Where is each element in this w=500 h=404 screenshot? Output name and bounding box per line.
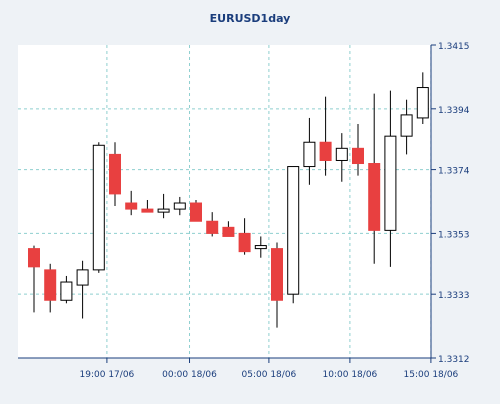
- candle: [206, 212, 219, 237]
- candle-body-bullish: [416, 87, 429, 119]
- axis-layer: [18, 45, 432, 359]
- candle: [287, 166, 300, 304]
- candle: [303, 117, 316, 185]
- candle: [335, 133, 348, 182]
- candle: [271, 242, 283, 328]
- candle-body-bearish: [125, 202, 138, 210]
- candle: [319, 96, 332, 176]
- candle: [238, 218, 251, 255]
- candle: [222, 221, 235, 237]
- candle-body-bullish: [92, 144, 105, 271]
- candle-body-bullish: [157, 208, 170, 213]
- x-tick-label: 00:00 18/06: [162, 370, 217, 380]
- candle-body-bearish: [190, 202, 202, 222]
- candle-body-bullish: [335, 147, 348, 161]
- candle: [44, 263, 57, 313]
- candle-body-bearish: [368, 163, 381, 231]
- candle-body-bullish: [76, 269, 89, 286]
- candle-body-bullish: [254, 245, 267, 250]
- candle-body-bearish: [319, 141, 332, 161]
- candle-body-bearish: [206, 220, 219, 234]
- candle: [109, 142, 121, 207]
- candle-body-bearish: [352, 147, 364, 165]
- candle-body-bearish: [28, 248, 40, 268]
- candle-body-bearish: [222, 226, 235, 237]
- x-tick-label: 19:00 17/06: [80, 370, 135, 380]
- candle: [368, 93, 381, 264]
- candle: [254, 236, 267, 258]
- candle-body-bearish: [44, 269, 57, 301]
- candle-body-bullish: [60, 281, 73, 301]
- candle: [416, 72, 429, 125]
- candle: [400, 99, 413, 155]
- candle: [125, 190, 138, 216]
- y-tick-label: 1.3415: [438, 42, 470, 52]
- candle: [173, 196, 186, 216]
- candle-body-bullish: [400, 114, 413, 137]
- candle-body-bullish: [303, 141, 316, 168]
- y-tick-layer: 1.3415 1.3394 1.3374 1.3353 1.3333 1.3312: [431, 42, 470, 365]
- candle: [190, 199, 202, 222]
- x-tick-layer: 19:00 17/06 00:00 18/06 05:00 18/06 10:00 1…: [80, 358, 459, 380]
- plot-area: [18, 45, 431, 358]
- candle-layer: [28, 72, 429, 328]
- candle: [157, 193, 170, 219]
- candle: [92, 142, 105, 273]
- candle-body-bearish: [271, 248, 283, 301]
- candle-body-bullish: [173, 202, 186, 210]
- candle-body-bearish: [238, 232, 251, 253]
- y-tick-label: 1.3374: [438, 167, 470, 177]
- x-tick-label: 10:00 18/06: [323, 370, 378, 380]
- candle: [141, 199, 154, 213]
- candle: [28, 245, 40, 313]
- y-tick-label: 1.3394: [438, 106, 470, 116]
- x-tick-label: 15:00 18/06: [404, 370, 459, 380]
- candle: [76, 260, 89, 319]
- candle-body-bearish: [109, 153, 121, 195]
- candle-body-bullish: [287, 166, 300, 295]
- y-tick-label: 1.3353: [438, 230, 470, 240]
- candle-body-bullish: [384, 135, 397, 231]
- chart-title: EURUSD1day: [210, 12, 291, 25]
- candle: [60, 275, 73, 304]
- candle: [384, 90, 397, 267]
- x-tick-label: 05:00 18/06: [242, 370, 297, 380]
- candle: [352, 124, 364, 176]
- candle-body-bearish: [141, 208, 154, 213]
- y-tick-label: 1.3312: [438, 355, 470, 365]
- y-tick-label: 1.3333: [438, 291, 470, 301]
